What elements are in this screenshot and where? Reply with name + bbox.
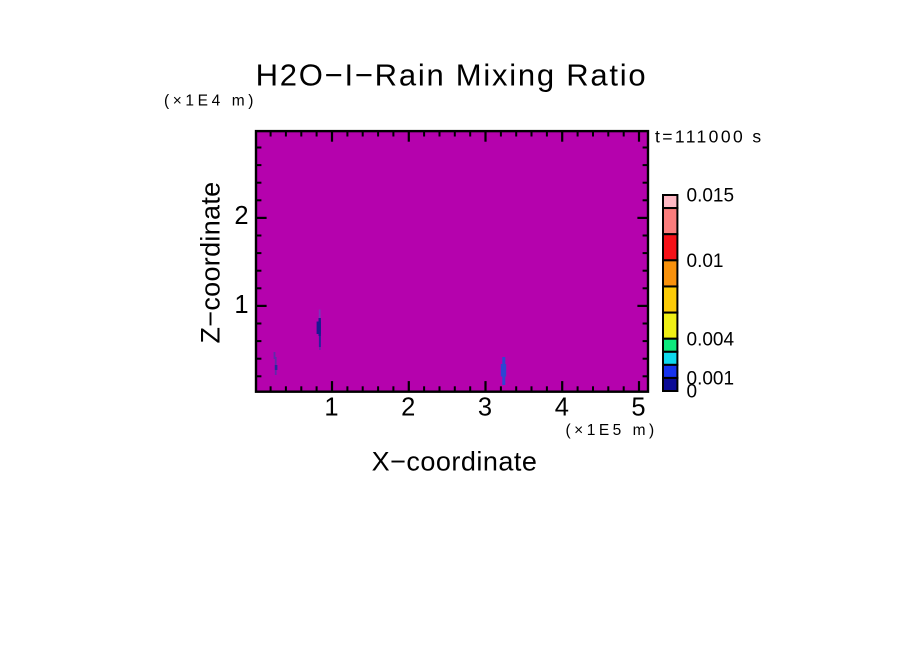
svg-text:0: 0: [687, 382, 698, 403]
svg-text:0.004: 0.004: [687, 329, 735, 350]
svg-text:4: 4: [555, 394, 569, 422]
svg-text:t=111000 s: t=111000 s: [655, 127, 764, 147]
svg-text:H2O−I−Rain Mixing Ratio: H2O−I−Rain Mixing Ratio: [256, 58, 648, 93]
svg-text:5: 5: [631, 394, 645, 422]
svg-text:Z−coordinate: Z−coordinate: [196, 182, 226, 344]
svg-text:0.01: 0.01: [687, 251, 724, 272]
svg-text:X−coordinate: X−coordinate: [372, 447, 538, 477]
svg-text:1: 1: [234, 291, 248, 319]
svg-text:(×1E5 m): (×1E5 m): [566, 422, 658, 439]
svg-text:0.015: 0.015: [687, 186, 735, 207]
svg-text:1: 1: [324, 394, 338, 422]
svg-text:(×1E4 m): (×1E4 m): [164, 93, 257, 110]
svg-text:2: 2: [234, 202, 248, 230]
svg-text:0.001: 0.001: [687, 369, 735, 390]
svg-text:2: 2: [401, 394, 415, 422]
svg-text:3: 3: [478, 394, 492, 422]
